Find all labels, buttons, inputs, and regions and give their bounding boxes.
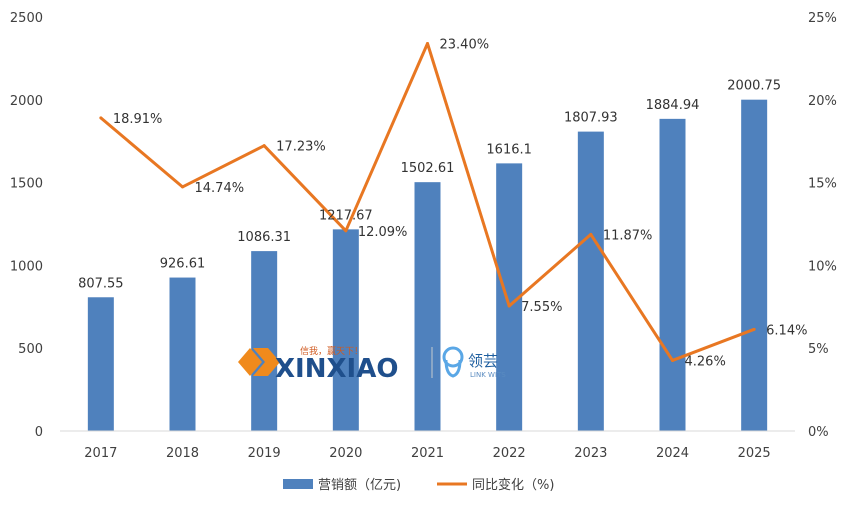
line-label-2025: 6.14% <box>766 323 807 338</box>
linkwits-logo-icon <box>442 346 464 378</box>
x-tick-label-2025: 2025 <box>738 446 771 461</box>
y-right-tick-label-10%: 10% <box>808 259 837 274</box>
y-left-tick-label-1500: 1500 <box>10 177 43 192</box>
bar-label-2024: 1884.94 <box>646 98 700 113</box>
x-tick-label-2017: 2017 <box>84 446 117 461</box>
bar-2017 <box>87 297 114 431</box>
x-tick-label-2020: 2020 <box>329 446 362 461</box>
line-series <box>99 41 756 362</box>
y-right-tick-label-0%: 0% <box>808 425 829 440</box>
line-label-2022: 7.55% <box>521 300 562 315</box>
bar-label-2022: 1616.1 <box>486 142 532 157</box>
xinxiao-logo-mark-right <box>253 348 280 376</box>
bar-label-2023: 1807.93 <box>564 111 618 126</box>
bar-2020 <box>332 229 359 431</box>
watermark-partner: 领芸 <box>468 352 498 370</box>
bar-2023 <box>577 131 604 431</box>
line-point-2024 <box>671 358 674 362</box>
x-tick-label-2024: 2024 <box>656 446 689 461</box>
bar-label-2021: 1502.61 <box>401 161 455 176</box>
legend-swatch-bars <box>283 479 313 489</box>
y-left-tick-label-0: 0 <box>35 425 43 440</box>
bar-label-2017: 807.55 <box>78 276 124 291</box>
y-left-tick-label-2500: 2500 <box>10 11 43 26</box>
bar-2024 <box>659 118 686 431</box>
bar-label-2019: 1086.31 <box>237 230 291 245</box>
legend: 营销额（亿元) 同比变化（%) <box>283 477 554 493</box>
x-tick-label-2022: 2022 <box>493 446 526 461</box>
watermark-brand: XINXIAO <box>275 354 398 384</box>
bar-label-2018: 926.61 <box>160 257 206 272</box>
line-label-2020: 12.09% <box>358 225 408 240</box>
bar-2025 <box>741 99 768 432</box>
line-data-labels: 18.91% 14.74% 17.23% 12.09% 23.40% 7.55% 11.87… <box>113 37 808 369</box>
line-label-2017: 18.91% <box>113 112 163 127</box>
y-left-tick-label-500: 500 <box>18 342 43 357</box>
line-label-2018: 14.74% <box>195 181 245 196</box>
y-left-tick-label-1000: 1000 <box>10 259 43 274</box>
x-tick-label-2021: 2021 <box>411 446 444 461</box>
y-right-tick-label-5%: 5% <box>808 342 829 357</box>
line-label-2021: 23.40% <box>440 37 490 52</box>
legend-label-bars: 营销额（亿元) <box>318 478 401 493</box>
bar-2019 <box>251 251 278 431</box>
bar-2021 <box>414 182 441 431</box>
x-tick-label-2023: 2023 <box>574 446 607 461</box>
watermark-partner-en: LINK WITS <box>470 371 506 379</box>
axes: 2017 2018 2019 2020 2021 2022 2023 2024 2025 0 500… <box>10 11 837 461</box>
bar-label-2025: 2000.75 <box>727 79 781 94</box>
bar-data-labels: 807.55 926.61 1086.31 1217.67 1502.61 1616.1 1… <box>78 79 781 292</box>
bar-2018 <box>169 277 196 431</box>
line-point-2022 <box>507 304 511 308</box>
line-point-2018 <box>181 185 184 189</box>
line-point-2017 <box>99 116 103 120</box>
line-label-2019: 17.23% <box>276 140 326 155</box>
legend-label-line: 同比变化（%) <box>472 477 554 493</box>
y-right-tick-label-25%: 25% <box>808 11 837 26</box>
y-right-tick-label-20%: 20% <box>808 94 837 109</box>
line-point-2020 <box>344 229 348 233</box>
line-point-2023 <box>589 232 593 236</box>
line-label-2024: 4.26% <box>685 354 726 369</box>
line-point-2019 <box>262 144 266 148</box>
line-point-2021 <box>426 41 429 45</box>
y-right-tick-label-15%: 15% <box>808 177 837 192</box>
watermark: 信我，赢天下！ XINXIAO 领芸 LINK WITS <box>238 345 506 384</box>
xinxiao-logo-mark-left <box>238 348 262 376</box>
y-left-tick-label-2000: 2000 <box>10 94 43 109</box>
bar-label-2020: 1217.67 <box>319 208 373 223</box>
line-label-2023: 11.87% <box>603 228 653 243</box>
line-point-2025 <box>752 327 756 331</box>
x-tick-label-2019: 2019 <box>248 446 281 461</box>
x-tick-label-2018: 2018 <box>166 446 199 461</box>
watermark-slogan: 信我，赢天下！ <box>300 345 363 357</box>
